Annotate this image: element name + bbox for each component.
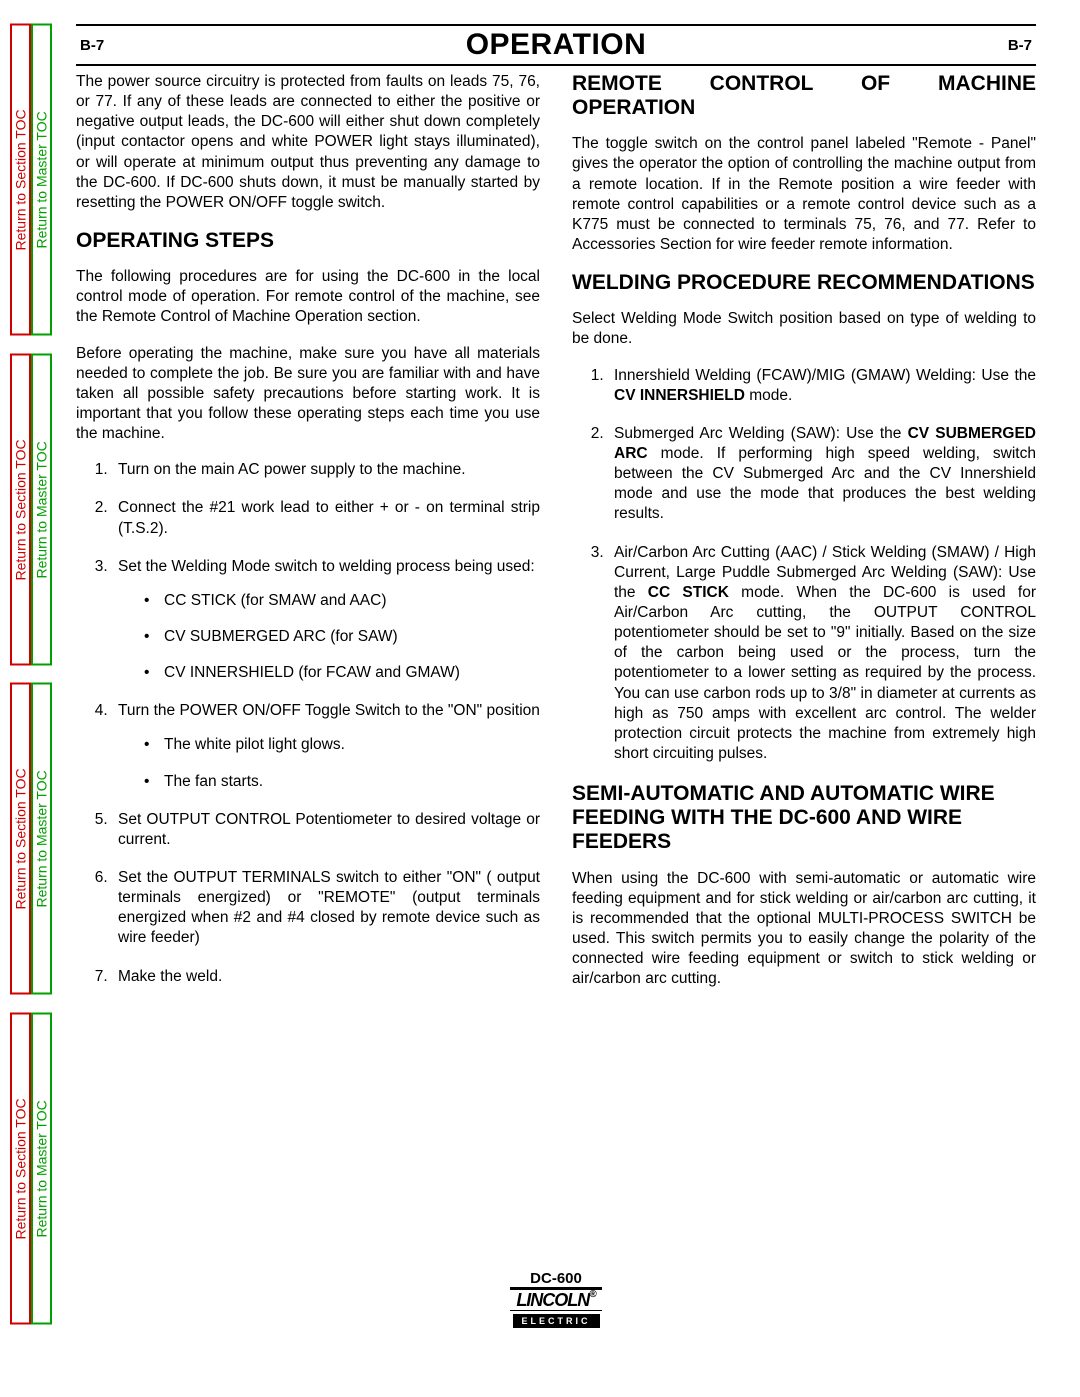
return-master-toc-1[interactable]: Return to Master TOC bbox=[31, 24, 52, 336]
welding-recommendations-list: Innershield Welding (FCAW)/MIG (GMAW) We… bbox=[572, 366, 1036, 765]
return-section-toc-4[interactable]: Return to Section TOC bbox=[10, 1013, 31, 1325]
section-tab-column: Return to Section TOC Return to Section … bbox=[10, 24, 31, 1324]
page-header: B-7 OPERATION B-7 bbox=[76, 24, 1036, 66]
step-3-text: Set the Welding Mode switch to welding p… bbox=[118, 558, 535, 575]
return-master-toc-3[interactable]: Return to Master TOC bbox=[31, 683, 52, 995]
step-5: Set OUTPUT CONTROL Potentiometer to desi… bbox=[112, 810, 540, 850]
return-section-toc-1[interactable]: Return to Section TOC bbox=[10, 24, 31, 336]
welding-rec-3-post: mode. When the DC-600 is used for Air/Ca… bbox=[614, 584, 1036, 762]
step-7: Make the weld. bbox=[112, 967, 540, 987]
step-3-bullet-3: CV INNERSHIELD (for FCAW and GMAW) bbox=[144, 663, 540, 683]
operating-para-2: Before operating the machine, make sure … bbox=[76, 344, 540, 445]
welding-intro: Select Welding Mode Switch position base… bbox=[572, 309, 1036, 349]
welding-rec-1-bold: CV INNERSHIELD bbox=[614, 387, 745, 404]
step-3-bullet-2: CV SUBMERGED ARC (for SAW) bbox=[144, 627, 540, 647]
step-4: Turn the POWER ON/OFF Toggle Switch to t… bbox=[112, 701, 540, 791]
return-section-toc-3[interactable]: Return to Section TOC bbox=[10, 683, 31, 995]
header-title: OPERATION bbox=[466, 28, 647, 62]
return-section-toc-2[interactable]: Return to Section TOC bbox=[10, 354, 31, 666]
header-page-left: B-7 bbox=[80, 37, 140, 54]
logo-lincoln: LINCOLN bbox=[516, 1290, 589, 1310]
step-2: Connect the #21 work lead to either + or… bbox=[112, 498, 540, 538]
welding-rec-1-post: mode. bbox=[745, 387, 792, 404]
side-tab-strip: Return to Section TOC Return to Section … bbox=[10, 24, 52, 1324]
intro-paragraph: The power source circuitry is protected … bbox=[76, 72, 540, 213]
master-tab-column: Return to Master TOC Return to Master TO… bbox=[31, 24, 52, 1324]
header-page-right: B-7 bbox=[972, 37, 1032, 54]
lincoln-electric-logo: LINCOLN® ELECTRIC bbox=[510, 1289, 601, 1329]
step-4-bullet-1: The white pilot light glows. bbox=[144, 735, 540, 755]
welding-rec-1-pre: Innershield Welding (FCAW)/MIG (GMAW) We… bbox=[614, 367, 1036, 384]
welding-rec-2-post: mode. If performing high speed welding, … bbox=[614, 445, 1036, 522]
semi-automatic-para: When using the DC-600 with semi-automati… bbox=[572, 869, 1036, 990]
page-footer: DC-600 LINCOLN® ELECTRIC bbox=[76, 1270, 1036, 1329]
logo-top-text: LINCOLN® bbox=[510, 1287, 601, 1311]
step-3: Set the Welding Mode switch to welding p… bbox=[112, 557, 540, 684]
heading-welding-procedure: WELDING PROCEDURE RECOMMENDATIONS bbox=[572, 271, 1036, 295]
two-column-layout: The power source circuitry is protected … bbox=[76, 72, 1036, 1005]
welding-rec-3-bold: CC STICK bbox=[648, 584, 729, 601]
footer-model: DC-600 bbox=[76, 1270, 1036, 1287]
remote-control-para: The toggle switch on the control panel l… bbox=[572, 134, 1036, 255]
welding-rec-1: Innershield Welding (FCAW)/MIG (GMAW) We… bbox=[608, 366, 1036, 406]
welding-rec-2-pre: Submerged Arc Welding (SAW): Use the bbox=[614, 425, 908, 442]
step-6: Set the OUTPUT TERMINALS switch to eithe… bbox=[112, 868, 540, 949]
return-master-toc-4[interactable]: Return to Master TOC bbox=[31, 1013, 52, 1325]
step-3-bullets: CC STICK (for SMAW and AAC) CV SUBMERGED… bbox=[118, 591, 540, 683]
left-column: The power source circuitry is protected … bbox=[76, 72, 540, 1005]
heading-remote-control: REMOTE CONTROL OF MACHINE OPERATION bbox=[572, 72, 1036, 120]
heading-operating-steps: OPERATING STEPS bbox=[76, 229, 540, 253]
step-4-bullet-2: The fan starts. bbox=[144, 772, 540, 792]
operating-steps-list: Turn on the main AC power supply to the … bbox=[76, 460, 540, 986]
registered-mark: ® bbox=[589, 1289, 595, 1300]
right-column: REMOTE CONTROL OF MACHINE OPERATION The … bbox=[572, 72, 1036, 1005]
step-4-bullets: The white pilot light glows. The fan sta… bbox=[118, 735, 540, 791]
heading-semi-automatic: SEMI-AUTOMATIC AND AUTOMATIC WIRE FEEDIN… bbox=[572, 782, 1036, 854]
operating-para-1: The following procedures are for using t… bbox=[76, 267, 540, 327]
step-4-text: Turn the POWER ON/OFF Toggle Switch to t… bbox=[118, 702, 540, 719]
page-content: B-7 OPERATION B-7 The power source circu… bbox=[76, 24, 1036, 1005]
return-master-toc-2[interactable]: Return to Master TOC bbox=[31, 354, 52, 666]
welding-rec-3: Air/Carbon Arc Cutting (AAC) / Stick Wel… bbox=[608, 543, 1036, 765]
logo-bottom-text: ELECTRIC bbox=[513, 1314, 600, 1328]
welding-rec-2: Submerged Arc Welding (SAW): Use the CV … bbox=[608, 424, 1036, 525]
step-3-bullet-1: CC STICK (for SMAW and AAC) bbox=[144, 591, 540, 611]
step-1: Turn on the main AC power supply to the … bbox=[112, 460, 540, 480]
